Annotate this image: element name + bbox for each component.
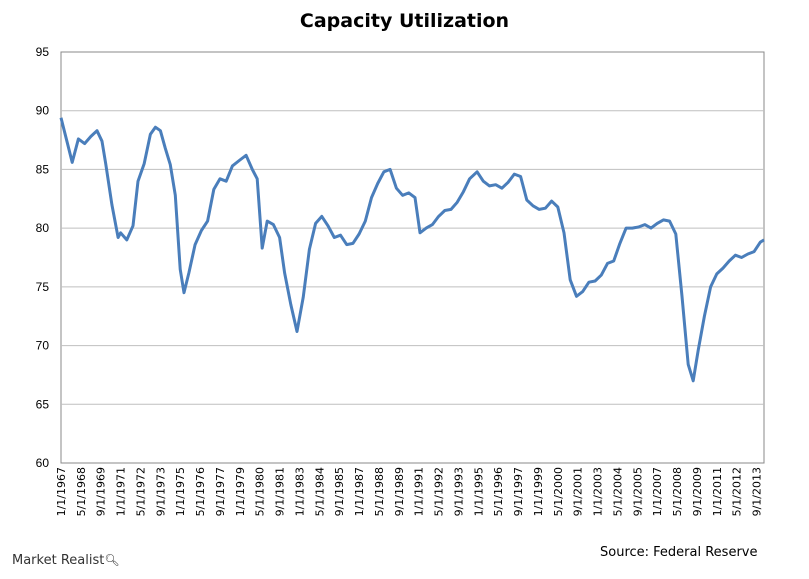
series-line-capacity-utilization — [59, 117, 765, 383]
x-tick-label: 9/1/1973 — [154, 467, 167, 516]
x-tick-label: 1/1/1987 — [353, 467, 366, 516]
x-tick-label: 9/1/2013 — [751, 467, 764, 516]
x-tick-label: 1/1/1995 — [472, 467, 485, 516]
chart-title: Capacity Utilization — [299, 10, 510, 32]
y-tick-label: 75 — [36, 280, 50, 294]
x-tick-label: 1/1/1999 — [532, 467, 545, 516]
x-tick-label: 1/1/1983 — [293, 467, 306, 516]
x-tick-label: 1/1/1971 — [115, 467, 128, 516]
x-tick-label: 5/1/2004 — [611, 467, 624, 516]
plot-area — [60, 51, 765, 464]
x-tick-label: 9/1/2005 — [631, 467, 644, 516]
x-tick-label: 9/1/2009 — [691, 467, 704, 516]
x-tick-label: 1/1/2007 — [651, 467, 664, 516]
x-tick-label: 1/1/1979 — [234, 467, 247, 516]
x-tick-label: 1/1/1991 — [413, 467, 426, 516]
x-tick-label: 9/1/1977 — [214, 467, 227, 516]
x-tick-label: 5/1/2012 — [731, 467, 744, 516]
grid-layer — [61, 110, 764, 405]
y-tick-label: 65 — [36, 397, 50, 411]
x-tick-label: 1/1/1975 — [174, 467, 187, 516]
x-tick-label: 9/1/1985 — [333, 467, 346, 516]
x-tick-label: 5/1/1984 — [313, 467, 326, 516]
x-tick-label: 1/1/2011 — [711, 467, 724, 516]
x-tick-label: 9/1/1969 — [95, 467, 108, 516]
x-tick-label: 9/1/2001 — [572, 467, 585, 516]
y-tick-label: 70 — [36, 339, 50, 353]
y-tick-label: 80 — [36, 221, 50, 235]
y-tick-label: 60 — [36, 456, 50, 470]
x-tick-label: 5/1/1992 — [433, 467, 446, 516]
x-tick-label: 5/1/1976 — [194, 467, 207, 516]
y-tick-label: 95 — [36, 45, 50, 59]
source-note: Source: Federal Reserve — [600, 545, 758, 560]
magnifier-icon: 🔍︎ — [104, 553, 120, 567]
x-tick-label: 5/1/1980 — [254, 467, 267, 516]
x-tick-label: 5/1/1996 — [492, 467, 505, 516]
series-layer — [59, 117, 765, 383]
y-tick-label: 90 — [36, 104, 50, 118]
x-tick-label: 5/1/1968 — [75, 467, 88, 516]
x-tick-label: 5/1/1972 — [134, 467, 147, 516]
x-axis: 1/1/1967 5/1/1968 9/1/1969 1/1/1971 5/1/1972… — [55, 467, 764, 516]
x-tick-label: 9/1/1993 — [452, 467, 465, 516]
x-tick-label: 1/1/2003 — [592, 467, 605, 516]
brand-logo: Market Realist🔍︎ — [12, 553, 120, 568]
x-tick-label: 5/1/2000 — [552, 467, 565, 516]
x-tick-label: 5/1/1988 — [373, 467, 386, 516]
x-tick-label: 5/1/2008 — [671, 467, 684, 516]
x-tick-label: 1/1/1967 — [55, 467, 68, 516]
x-tick-label: 9/1/1997 — [512, 467, 525, 516]
y-axis: 60 65 70 75 80 85 90 95 — [36, 45, 50, 470]
x-tick-label: 9/1/1981 — [274, 467, 287, 516]
y-tick-label: 85 — [36, 162, 50, 176]
x-tick-label: 9/1/1989 — [393, 467, 406, 516]
brand-name: Market Realist — [12, 553, 105, 568]
